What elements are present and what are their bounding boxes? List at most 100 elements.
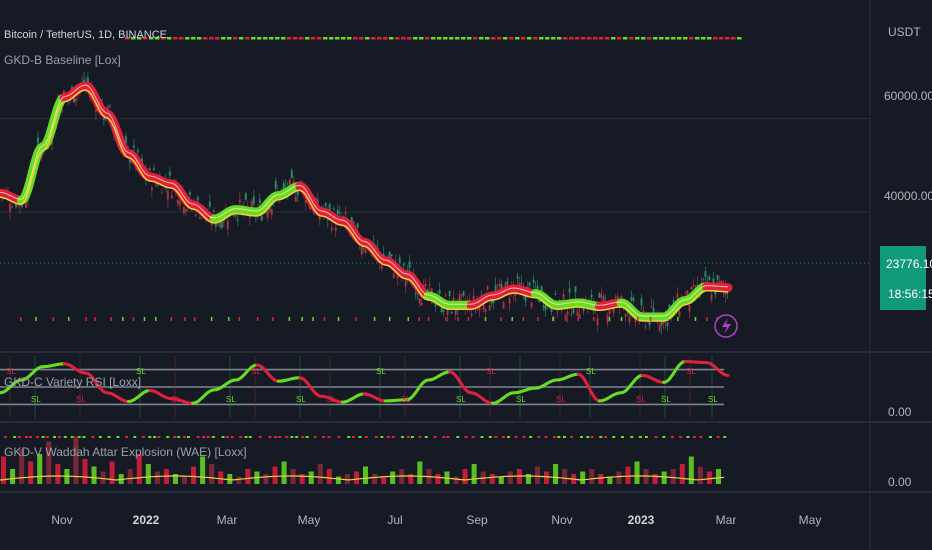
wae-bar [706,471,712,484]
candle-body [344,212,347,215]
wae-top-dash [301,436,305,438]
wae-bar [353,471,359,484]
candle-body [398,257,401,263]
candle-body [330,227,333,231]
wae-bar [154,471,160,484]
current-price-tag: 23776.10 18:56:15 [880,246,932,310]
candle-body [528,282,531,286]
wae-top-dash [45,436,49,438]
bottom-signal-tick [418,317,420,321]
bottom-signal-tick [593,317,595,321]
wae-bar [598,474,604,484]
candle-body [498,283,501,287]
wae-top-dash [24,436,28,438]
top-signal-dash [479,37,484,40]
top-signal-dash [671,37,676,40]
wae-bar [236,476,242,484]
baseline-indicator-title[interactable]: GKD-B Baseline [Lox] [4,53,121,67]
candle-body [100,99,103,101]
bottom-signal-tick [706,317,708,321]
candle-body [570,314,573,316]
candle-body [452,297,455,303]
top-signal-dash [245,37,250,40]
wae-bar [372,474,378,484]
candle-body [442,310,445,312]
bottom-signal-tick [155,317,157,321]
top-signal-dash [581,37,586,40]
top-signal-dash [335,37,340,40]
wae-bar [172,474,178,484]
top-signal-dash [695,37,700,40]
candle-body [176,199,179,205]
top-signal-dash [341,37,346,40]
candle-body [414,292,417,295]
top-signal-dash [239,37,244,40]
bottom-signal-tick [457,317,459,321]
wae-top-dash [630,436,634,438]
candle-body [708,276,711,281]
candle-body [444,295,447,297]
rsi-indicator-title[interactable]: GKD-C Variety RSI [Loxx] [4,375,141,389]
price-tick-40000: 40000.00 [884,189,932,203]
top-signal-dash [353,37,358,40]
symbol-header: Bitcoin / TetherUS, 1D, BINANCE [4,29,167,41]
bottom-signal-tick [337,317,340,321]
candle-body [420,302,423,306]
wae-top-dash [290,436,294,438]
candle-body [620,295,623,299]
candle-body [590,294,593,298]
rsi-sl-label: SL [661,395,671,404]
top-signal-dash [275,37,280,40]
candle-body [210,223,213,226]
candle-body [342,216,345,218]
lightning-icon[interactable] [714,314,738,338]
candle-body [524,296,527,302]
wae-top-dash [529,436,533,438]
wae-bar [625,466,631,484]
rsi-sl-label: SL [401,395,411,404]
wae-top-dash [433,436,437,438]
wae-top-dash [391,436,395,438]
candle-body [304,199,307,203]
top-signal-dash [497,37,502,40]
wae-top-dash [157,436,161,438]
wae-top-dash [327,436,331,438]
candle-body [402,263,405,266]
top-signal-dash [299,37,304,40]
top-signal-dash [707,37,712,40]
candle-body [278,201,281,203]
top-signal-dash [533,37,538,40]
top-signal-dash [143,37,148,40]
bottom-signal-tick [143,317,146,321]
wae-top-dash [494,436,498,438]
wae-bar [498,476,504,484]
time-tick-sep: Sep [466,513,488,527]
bottom-signal-tick [35,317,37,321]
wae-bar [335,476,341,484]
bottom-signal-tick [636,317,639,321]
wae-top-dash [211,436,215,438]
top-signal-dash [629,37,634,40]
wae-top-dash [716,436,720,438]
bottom-signal-tick [407,317,410,321]
bottom-signal-tick [388,317,391,321]
time-axis[interactable]: Nov 2022 Mar May Jul Sep Nov 2023 Mar May [51,513,821,527]
bottom-signal-tick [577,317,579,321]
candle-body [424,284,427,287]
wae-indicator-title[interactable]: GKD-V Waddah Attar Explosion (WAE) [Loxx… [4,445,247,459]
wae-top-dash [166,436,170,438]
wae-top-dash [708,436,712,438]
wae-bar [136,454,142,484]
rsi-sl-label: SL [31,395,41,404]
bottom-signal-tick [355,317,357,321]
top-signal-dash [185,37,190,40]
bottom-signal-tick [677,317,679,321]
time-tick-mar: Mar [716,513,737,527]
wae-top-dash [586,436,590,438]
candle-body [572,308,575,314]
top-signal-dash [677,37,682,40]
wae-top-dash [686,436,690,438]
wae-bar [245,469,251,484]
wae-top-dash [456,436,460,438]
